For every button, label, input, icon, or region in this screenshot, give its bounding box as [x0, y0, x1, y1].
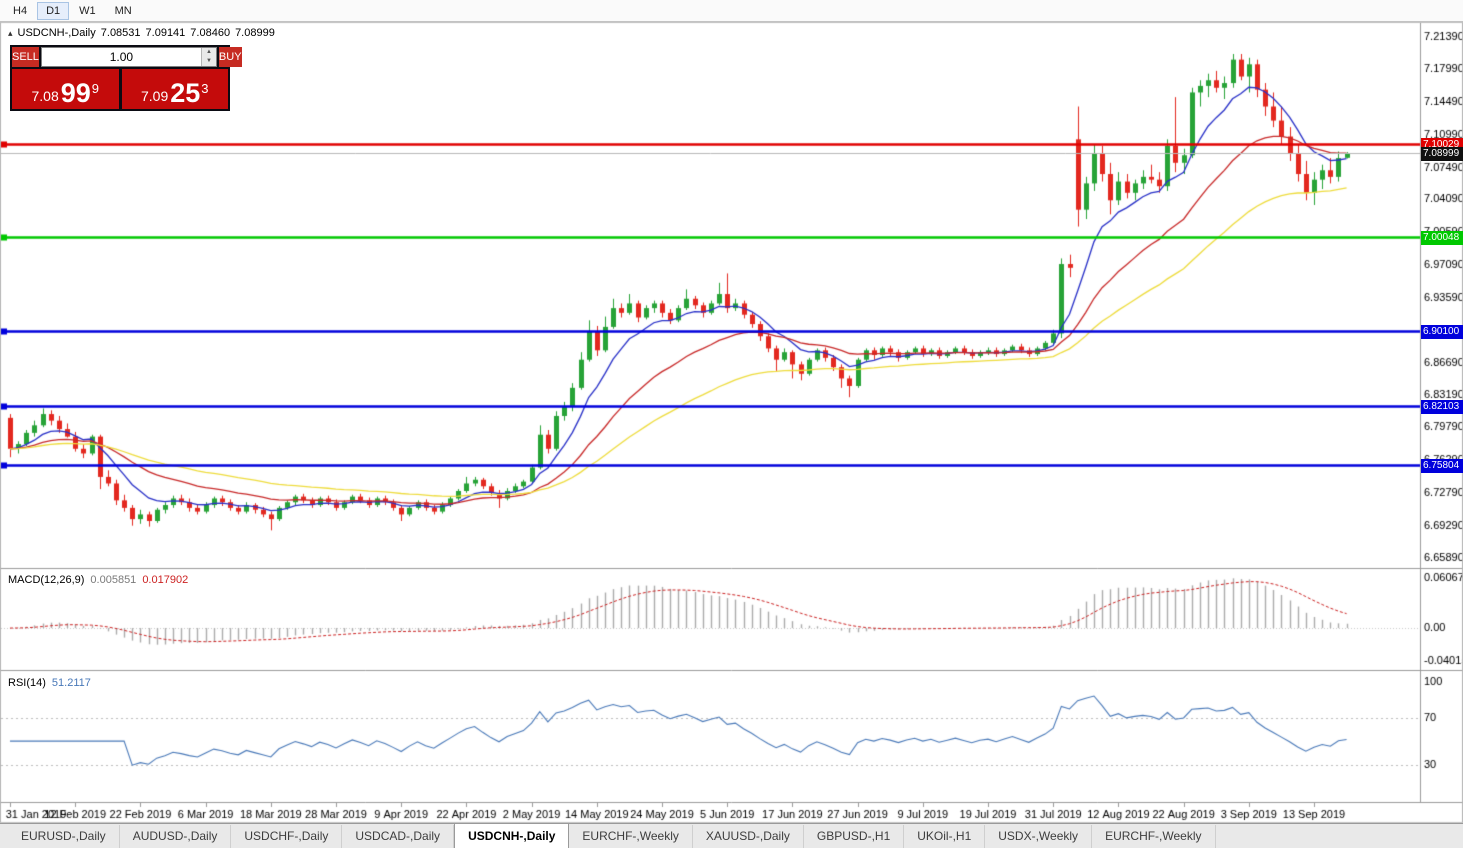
chart-tab-eurchf-weekly[interactable]: EURCHF-,Weekly: [569, 825, 693, 848]
buy-price-pips: 25: [170, 78, 201, 108]
chart-tab-eurchf-weekly[interactable]: EURCHF-,Weekly: [1092, 825, 1216, 848]
symbol-info-line: ▴ USDCNH-,Daily 7.08531 7.09141 7.08460 7.089…: [8, 27, 280, 39]
chart-tab-usdcnh-daily[interactable]: USDCNH-,Daily: [454, 823, 570, 848]
timeframe-group: H4 D1 W1 MN: [4, 1, 142, 20]
chart-tab-audusd-daily[interactable]: AUDUSD-,Daily: [120, 825, 232, 848]
volume-input[interactable]: [41, 48, 201, 66]
buy-price[interactable]: 7.09 25 3: [121, 69, 228, 109]
timeframe-button-d1[interactable]: D1: [37, 1, 70, 20]
macd-label: MACD(12,26,9) 0.005851 0.017902: [8, 574, 194, 586]
price-level-badge: 7.08999: [1421, 146, 1463, 161]
price-level-badge: 7.00048: [1421, 230, 1463, 245]
timeframe-button-h4[interactable]: H4: [13, 4, 28, 17]
stepper-up-icon[interactable]: ▲: [205, 49, 212, 55]
chart-tab-eurusd-daily[interactable]: EURUSD-,Daily: [8, 825, 120, 848]
sell-button[interactable]: SELL: [12, 47, 39, 67]
chart-expand-icon[interactable]: ▴: [8, 28, 13, 38]
sell-price-big: 7.08: [31, 88, 59, 104]
rsi-value: 51.2117: [51, 677, 91, 689]
symbol-name: USDCNH-,Daily: [17, 27, 96, 39]
chart-tab-usdchf-daily[interactable]: USDCHF-,Daily: [231, 825, 343, 848]
ohlc-low: 7.08460: [190, 27, 231, 39]
buy-price-pip: 3: [201, 81, 209, 96]
timeframe-button-mn[interactable]: MN: [114, 4, 132, 17]
volume-stepper[interactable]: ▲ ▼: [200, 48, 216, 66]
sell-price[interactable]: 7.08 99 9: [12, 69, 119, 109]
stepper-down-icon[interactable]: ▼: [205, 58, 212, 64]
price-level-badge: 6.82103: [1421, 399, 1463, 414]
ohlc-open: 7.08531: [100, 27, 141, 39]
buy-button[interactable]: BUY: [218, 47, 242, 67]
macd-value-signal: 0.017902: [142, 574, 189, 586]
buy-price-big: 7.09: [140, 88, 169, 104]
rsi-label: RSI(14) 51.2117: [8, 677, 97, 689]
chart-tab-usdx-weekly[interactable]: USDX-,Weekly: [985, 825, 1093, 848]
sell-price-pip: 9: [91, 81, 100, 96]
chart-tab-gbpusd-h1[interactable]: GBPUSD-,H1: [804, 825, 905, 848]
top-toolbar: H4 D1 W1 MN: [0, 0, 1463, 22]
ohlc-close: 7.08999: [235, 27, 275, 39]
price-level-badge: 6.90100: [1421, 324, 1463, 339]
rsi-name: RSI(14): [8, 677, 46, 689]
chart-tab-xauusd-daily[interactable]: XAUUSD-,Daily: [693, 825, 804, 848]
price-level-badge: 6.75804: [1421, 458, 1463, 473]
macd-name: MACD(12,26,9): [8, 574, 85, 586]
sell-price-pips: 99: [60, 78, 91, 108]
chart-tabs-bar: EURUSD-,Daily AUDUSD-,Daily USDCHF-,Daily U…: [0, 823, 1463, 848]
chart-tab-usdcad-daily[interactable]: USDCAD-,Daily: [342, 825, 455, 848]
ohlc-high: 7.09141: [145, 27, 186, 39]
macd-value-main: 0.005851: [90, 574, 137, 586]
timeframe-button-w1[interactable]: W1: [79, 4, 96, 17]
chart-tab-ukoil-h1[interactable]: UKOil-,H1: [904, 825, 986, 848]
volume-field: ▲ ▼: [40, 47, 217, 67]
